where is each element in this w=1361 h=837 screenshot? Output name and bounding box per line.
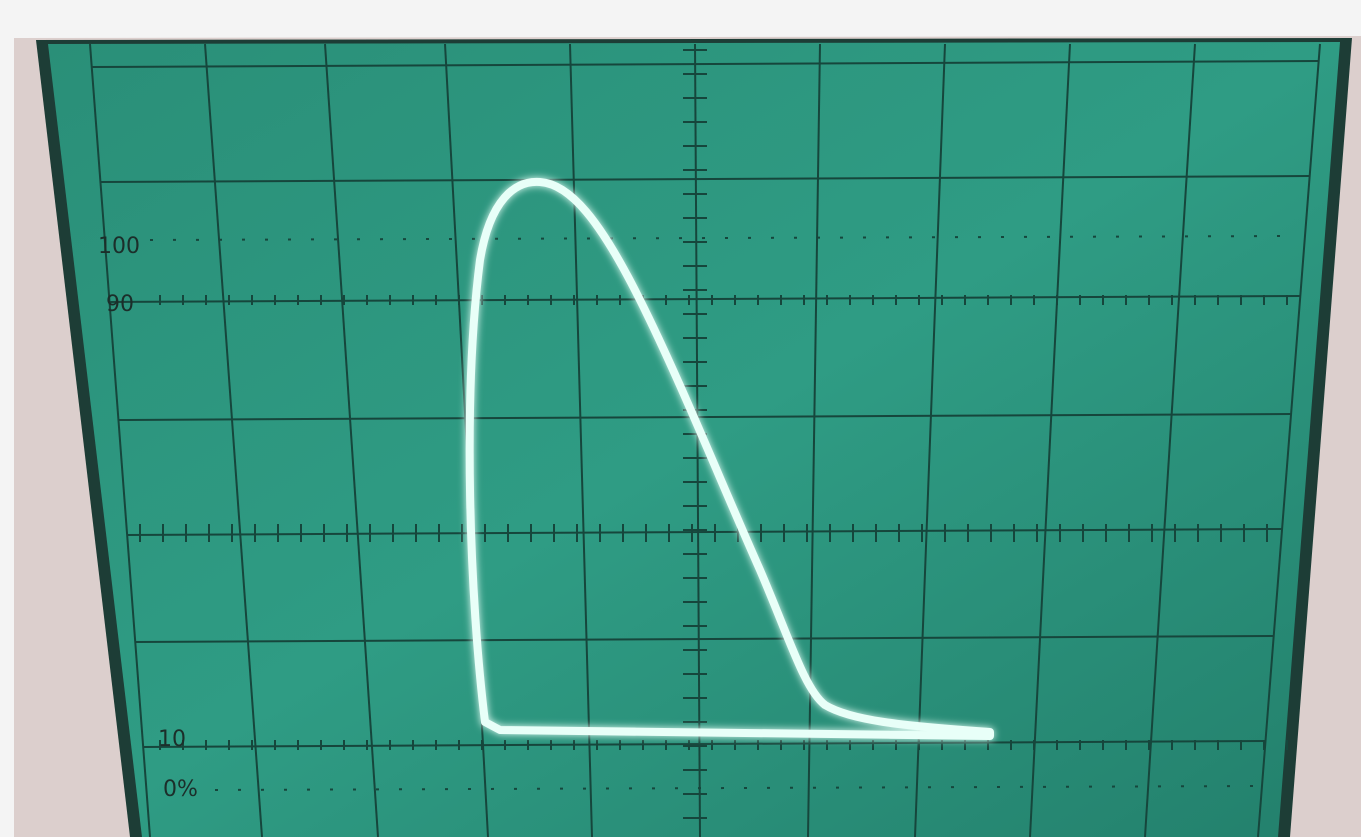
label: 90 <box>106 292 134 317</box>
screen <box>48 42 1340 837</box>
label: 10 <box>158 727 186 752</box>
label: 0% <box>163 777 198 802</box>
page: 100 90 10 0% (() => { const data = JSON.… <box>0 0 1361 837</box>
label: 100 <box>98 234 140 259</box>
oscilloscope-photo: 100 90 10 0% <box>0 0 1361 837</box>
